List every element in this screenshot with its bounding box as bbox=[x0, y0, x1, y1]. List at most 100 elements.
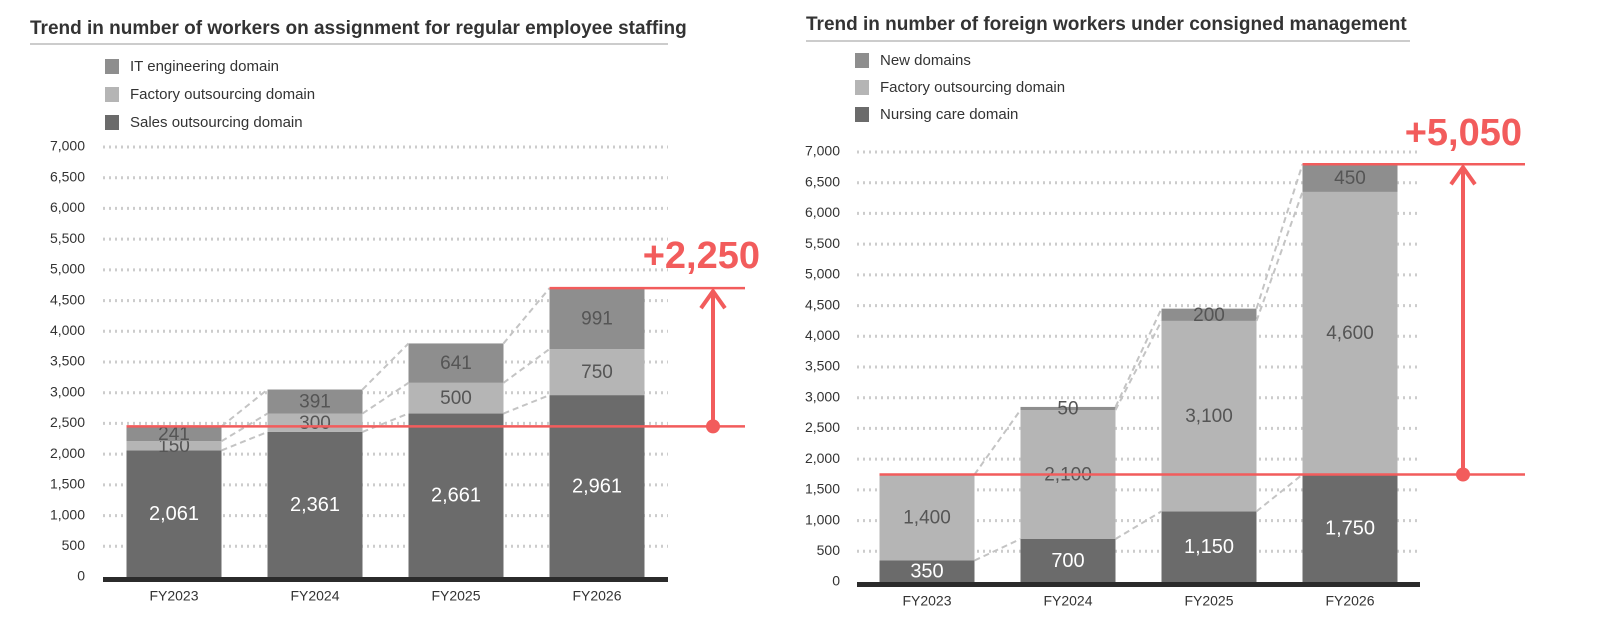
bar-segment bbox=[1302, 474, 1398, 582]
y-tick-label: 4,500 bbox=[50, 291, 85, 307]
y-tick-label: 0 bbox=[77, 568, 85, 584]
connector bbox=[1255, 163, 1304, 309]
x-tick-label: FY2023 bbox=[149, 588, 198, 604]
bar-segment bbox=[549, 349, 645, 396]
y-tick-label: 2,500 bbox=[805, 419, 840, 435]
y-tick-label: 6,500 bbox=[50, 168, 85, 184]
arrow-head bbox=[699, 287, 727, 310]
connector bbox=[220, 412, 269, 443]
y-tick-label: 5,000 bbox=[50, 261, 85, 277]
connector bbox=[1114, 320, 1163, 411]
value-label: 1,400 bbox=[903, 508, 951, 529]
y-tick-label: 6,500 bbox=[805, 173, 840, 189]
legend-swatch bbox=[105, 115, 119, 130]
y-tick-label: 500 bbox=[62, 537, 86, 553]
y-tick-label: 4,000 bbox=[50, 322, 85, 338]
connector bbox=[1255, 473, 1304, 513]
connector bbox=[361, 381, 410, 415]
bar-segment bbox=[1020, 406, 1116, 410]
y-tick-label: 500 bbox=[817, 542, 841, 558]
value-label: 700 bbox=[1051, 550, 1084, 572]
legend-label: New domains bbox=[880, 52, 971, 69]
bar-segment bbox=[1020, 539, 1116, 582]
growth-annotation: +5,050 bbox=[1405, 112, 1522, 154]
y-tick-label: 2,000 bbox=[50, 445, 85, 461]
connector bbox=[1114, 510, 1163, 540]
bar-segment bbox=[879, 474, 975, 561]
bar-segment bbox=[1161, 320, 1257, 512]
connector bbox=[973, 409, 1022, 476]
bar-segment bbox=[408, 382, 504, 414]
y-tick-label: 6,000 bbox=[50, 199, 85, 215]
legend-swatch bbox=[855, 80, 869, 95]
connector bbox=[1114, 308, 1163, 408]
y-tick-label: 1,000 bbox=[805, 511, 840, 527]
value-label: 200 bbox=[1193, 305, 1225, 326]
value-label: 2,661 bbox=[431, 485, 481, 507]
connector bbox=[1255, 191, 1304, 322]
connector bbox=[502, 287, 551, 345]
y-tick-label: 7,000 bbox=[50, 138, 85, 154]
x-tick-label: FY2025 bbox=[1184, 593, 1233, 609]
bar-segment bbox=[1302, 164, 1398, 192]
bar-segment bbox=[1161, 308, 1257, 321]
y-tick-label: 5,000 bbox=[805, 266, 840, 282]
y-tick-label: 3,500 bbox=[805, 358, 840, 374]
bar-segment bbox=[408, 413, 504, 577]
connector bbox=[503, 394, 550, 415]
x-tick-label: FY2024 bbox=[290, 588, 339, 604]
value-label: 4,600 bbox=[1326, 323, 1374, 344]
value-label: 350 bbox=[910, 561, 943, 583]
chart-title: Trend in number of workers on assignment… bbox=[30, 18, 687, 39]
value-label: 991 bbox=[581, 309, 613, 330]
arrow-head bbox=[1449, 163, 1477, 186]
x-tick-label: FY2026 bbox=[1325, 593, 1374, 609]
value-label: 2,061 bbox=[149, 503, 199, 525]
y-tick-label: 5,500 bbox=[805, 235, 840, 251]
y-tick-label: 2,000 bbox=[805, 450, 840, 466]
value-label: 391 bbox=[299, 392, 331, 413]
value-label: 1,750 bbox=[1325, 518, 1375, 540]
bar-segment bbox=[1302, 191, 1398, 475]
legend-label: IT engineering domain bbox=[130, 58, 279, 75]
y-tick-label: 4,500 bbox=[805, 296, 840, 312]
y-tick-label: 1,500 bbox=[805, 481, 840, 497]
value-label: 300 bbox=[299, 413, 331, 434]
legend-swatch bbox=[105, 59, 119, 74]
connector bbox=[502, 348, 551, 384]
y-tick-label: 1,500 bbox=[50, 476, 85, 492]
bar-segment bbox=[126, 426, 222, 442]
bar-segment bbox=[408, 343, 504, 383]
legend-swatch bbox=[855, 53, 869, 68]
x-tick-label: FY2023 bbox=[902, 593, 951, 609]
value-label: 500 bbox=[440, 388, 472, 409]
chart-title: Trend in number of foreign workers under… bbox=[806, 14, 1407, 35]
y-tick-label: 3,500 bbox=[50, 353, 85, 369]
y-tick-label: 2,500 bbox=[50, 414, 85, 430]
value-label: 2,961 bbox=[572, 475, 622, 497]
y-tick-label: 7,000 bbox=[805, 143, 840, 159]
x-tick-label: FY2026 bbox=[572, 588, 621, 604]
connector bbox=[221, 431, 268, 452]
value-label: 50 bbox=[1057, 398, 1078, 419]
x-axis bbox=[103, 577, 668, 582]
connector bbox=[220, 388, 269, 428]
bar-segment bbox=[126, 441, 222, 451]
bar-segment bbox=[267, 431, 363, 577]
y-tick-label: 3,000 bbox=[805, 388, 840, 404]
arrow-dot bbox=[706, 419, 720, 434]
y-tick-label: 5,500 bbox=[50, 230, 85, 246]
value-label: 2,361 bbox=[290, 494, 340, 516]
value-label: 750 bbox=[581, 362, 613, 383]
bar-segment bbox=[879, 560, 975, 582]
bar-segment bbox=[1161, 511, 1257, 582]
legend-label: Factory outsourcing domain bbox=[130, 86, 315, 103]
arrow-dot bbox=[1456, 467, 1470, 482]
legend-label: Factory outsourcing domain bbox=[880, 79, 1065, 96]
x-axis bbox=[857, 582, 1420, 587]
legend-swatch bbox=[855, 107, 869, 122]
y-tick-label: 1,000 bbox=[50, 506, 85, 522]
y-tick-label: 0 bbox=[832, 573, 840, 589]
legend-swatch bbox=[105, 87, 119, 102]
